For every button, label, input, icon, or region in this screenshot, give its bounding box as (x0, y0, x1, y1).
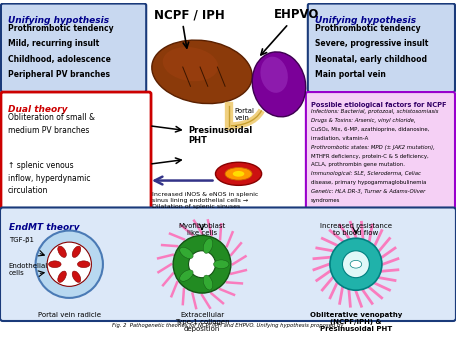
Ellipse shape (203, 275, 213, 290)
Text: Mild, recurring insult: Mild, recurring insult (8, 39, 99, 48)
Text: Drugs & Toxins: Arsenic, vinyl chloride,: Drugs & Toxins: Arsenic, vinyl chloride, (310, 118, 415, 123)
Text: syndromes: syndromes (310, 198, 340, 203)
Text: Infections: Bacterial, protozoal, schistosomiasis: Infections: Bacterial, protozoal, schist… (310, 110, 438, 114)
Text: Obliterative venopathy
(NCPF/IPH) &
Presinusoidal PHT: Obliterative venopathy (NCPF/IPH) & Pres… (310, 312, 402, 332)
Ellipse shape (350, 260, 362, 268)
Text: Extracellular
Type-1 collagen
deposition: Extracellular Type-1 collagen deposition (175, 312, 229, 332)
FancyBboxPatch shape (308, 4, 455, 92)
Text: Childhood, adolescence: Childhood, adolescence (8, 54, 110, 64)
Text: Portal vein radicle: Portal vein radicle (38, 312, 101, 318)
Circle shape (173, 235, 231, 293)
Text: Dual theory: Dual theory (8, 104, 67, 114)
Circle shape (36, 231, 103, 298)
Text: Possible etiological factors for NCPF: Possible etiological factors for NCPF (310, 102, 446, 108)
Text: Unifying hypothesis: Unifying hypothesis (315, 16, 416, 25)
Text: Increased iNOS & eNOS in splenic
sinus lining endothelial cells →
Dilatation of : Increased iNOS & eNOS in splenic sinus l… (152, 192, 258, 209)
Text: TGF-β1: TGF-β1 (9, 237, 34, 243)
Text: NCPF / IPH: NCPF / IPH (154, 8, 225, 21)
FancyBboxPatch shape (306, 92, 455, 210)
Text: inflow, hyperdynamic: inflow, hyperdynamic (8, 174, 90, 183)
Text: Prothrombotic states: MPD (± JAK2 mutation),: Prothrombotic states: MPD (± JAK2 mutati… (310, 145, 435, 150)
Text: Prothrombotic tendency: Prothrombotic tendency (315, 24, 420, 33)
Text: Increased resistance
to blood flow: Increased resistance to blood flow (320, 223, 392, 236)
Ellipse shape (58, 246, 66, 258)
Text: EndMT theory: EndMT theory (9, 223, 79, 232)
Text: Peripheral PV branches: Peripheral PV branches (8, 70, 109, 79)
Ellipse shape (225, 168, 252, 180)
Circle shape (189, 251, 216, 278)
Ellipse shape (252, 52, 306, 117)
Text: Portal
vein: Portal vein (235, 108, 255, 121)
Ellipse shape (48, 261, 61, 268)
Ellipse shape (233, 171, 244, 177)
Text: disease, primary hypogammaglobulinemia: disease, primary hypogammaglobulinemia (310, 180, 426, 185)
Ellipse shape (203, 239, 213, 254)
Circle shape (330, 238, 382, 290)
Text: ACLA, prothrombin gene mutation.: ACLA, prothrombin gene mutation. (310, 163, 405, 167)
FancyBboxPatch shape (1, 92, 151, 210)
Text: Presinusoidal
PHT: Presinusoidal PHT (189, 126, 253, 145)
Text: Fig. 2  Pathogenetic theories for NCPF/IPH and EHPVO. Unifying hypothesis propos: Fig. 2 Pathogenetic theories for NCPF/IP… (112, 323, 344, 328)
Text: Genetic: HLA DR-3, Turner & Adams-Oliver: Genetic: HLA DR-3, Turner & Adams-Oliver (310, 189, 425, 194)
Ellipse shape (152, 40, 252, 104)
Circle shape (342, 251, 369, 278)
Text: EHPVO: EHPVO (273, 8, 319, 21)
Text: MTHFR deficiency, protein-C & S deficiency,: MTHFR deficiency, protein-C & S deficien… (310, 153, 428, 159)
Text: CuSO₄, Mix, 6-MP, azathioprine, didanosine,: CuSO₄, Mix, 6-MP, azathioprine, didanosi… (310, 127, 429, 132)
Text: ↑ splenic venous: ↑ splenic venous (8, 161, 73, 170)
Text: medium PV branches: medium PV branches (8, 126, 89, 135)
Text: Severe, progressive insult: Severe, progressive insult (315, 39, 428, 48)
Ellipse shape (214, 260, 229, 269)
Text: circulation: circulation (8, 186, 48, 195)
Ellipse shape (72, 246, 81, 258)
Ellipse shape (216, 162, 262, 185)
Text: Immunological: SLE, Scleroderma, Celiac: Immunological: SLE, Scleroderma, Celiac (310, 171, 421, 176)
Ellipse shape (72, 271, 81, 283)
FancyBboxPatch shape (0, 208, 456, 321)
Ellipse shape (180, 247, 193, 259)
Text: irradiation, vitamin-A: irradiation, vitamin-A (310, 136, 368, 141)
Ellipse shape (58, 271, 66, 283)
Text: Main portal vein: Main portal vein (315, 70, 385, 79)
Text: Myofibroblast
like cells: Myofibroblast like cells (178, 223, 226, 236)
Text: Neonatal, early childhood: Neonatal, early childhood (315, 54, 427, 64)
FancyBboxPatch shape (1, 4, 146, 92)
Text: Endothelial
cells: Endothelial cells (9, 263, 48, 276)
Text: Unifying hypothesis: Unifying hypothesis (8, 16, 109, 25)
Text: Obliteration of small &: Obliteration of small & (8, 113, 95, 122)
Circle shape (47, 242, 91, 286)
Ellipse shape (260, 57, 288, 93)
Ellipse shape (180, 270, 193, 281)
Ellipse shape (77, 261, 90, 268)
Text: Prothrombotic tendency: Prothrombotic tendency (8, 24, 113, 33)
Ellipse shape (163, 47, 218, 81)
